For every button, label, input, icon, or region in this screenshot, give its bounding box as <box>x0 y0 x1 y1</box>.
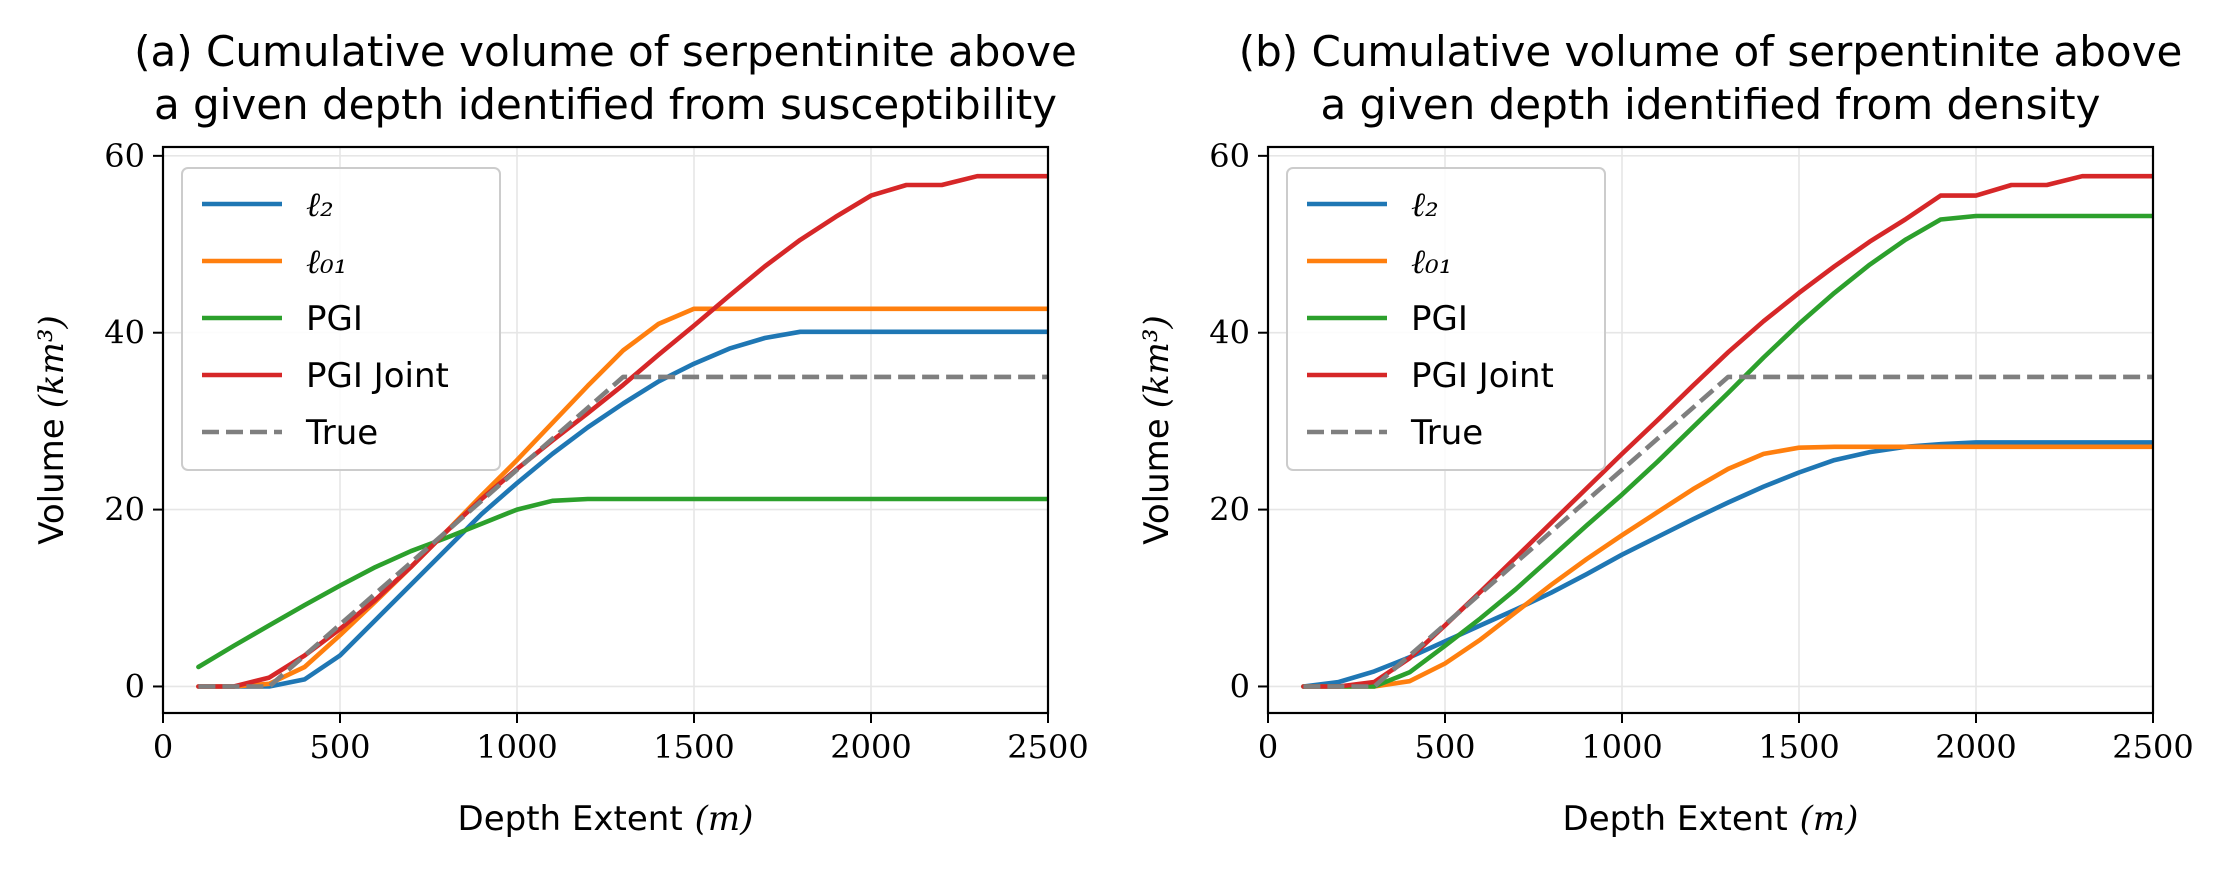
x-axis-label-unit: (m) <box>1800 799 1859 839</box>
x-axis-label-unit: (m) <box>695 799 754 839</box>
x-tick-label: 0 <box>153 728 173 766</box>
series-line-2 <box>196 496 1048 670</box>
legend-entry-2: PGI <box>1411 299 1468 339</box>
x-axis-label: Depth Extent (m) <box>1563 799 1859 839</box>
x-tick-label: 500 <box>1414 728 1475 766</box>
y-tick-label: 40 <box>1209 314 1250 352</box>
legend-entry-3: PGI Joint <box>306 356 449 396</box>
series-line-0 <box>1301 440 2153 689</box>
series-line-3 <box>196 173 1048 689</box>
legend: ℓ₂ ℓ₀₁ PGI PGI Joint True <box>181 167 501 471</box>
series-line-4 <box>1303 374 2153 689</box>
y-tick-label: 20 <box>1209 491 1250 529</box>
legend-box <box>181 167 501 471</box>
chart-title-line: a given depth identified from susceptibi… <box>154 80 1057 129</box>
chart-panel-b: (b) Cumulative volume of serpentinite ab… <box>1137 27 2194 839</box>
y-axis-label-text: Volume <box>1137 418 1177 544</box>
x-tick-label: 500 <box>309 728 370 766</box>
chart-title-line: (a) Cumulative volume of serpentinite ab… <box>134 27 1077 76</box>
x-axis-label-text: Depth Extent <box>458 799 683 839</box>
y-tick-label: 20 <box>104 491 145 529</box>
y-tick-label: 40 <box>104 314 145 352</box>
legend: ℓ₂ ℓ₀₁ PGI PGI Joint True <box>1286 167 1606 471</box>
y-axis-label-text: Volume <box>32 418 72 544</box>
series-line-1 <box>196 306 1048 689</box>
chart-title-line: (b) Cumulative volume of serpentinite ab… <box>1239 27 2183 76</box>
x-tick-label: 2500 <box>2112 728 2193 766</box>
legend-entry-2: PGI <box>306 299 363 339</box>
x-tick-label: 2000 <box>1935 728 2016 766</box>
series-group <box>1301 173 2153 689</box>
x-tick-label: 2000 <box>830 728 911 766</box>
legend-entry-1: ℓ₀₁ <box>1411 242 1452 282</box>
plot-frame <box>1266 145 2155 715</box>
legend-entry-3: PGI Joint <box>1411 356 1554 396</box>
y-tick-label: 0 <box>125 667 145 705</box>
legend-entry-4: True <box>1410 413 1483 453</box>
y-axis-label-unit: (km³) <box>1137 315 1177 408</box>
legend-entry-0: ℓ₂ <box>1411 185 1439 225</box>
x-tick-label: 1500 <box>653 728 734 766</box>
legend-box <box>1286 167 1606 471</box>
x-tick-label: 2500 <box>1007 728 1088 766</box>
x-axis-label-text: Depth Extent <box>1563 799 1788 839</box>
series-line-3 <box>1301 173 2153 689</box>
legend-entry-0: ℓ₂ <box>306 185 334 225</box>
series-line-4 <box>198 374 1048 689</box>
legend-entry-1: ℓ₀₁ <box>306 242 347 282</box>
y-tick-label: 60 <box>104 137 145 175</box>
x-tick-label: 1000 <box>1581 728 1662 766</box>
y-axis-label-unit: (km³) <box>32 315 72 408</box>
chart-panel-a: (a) Cumulative volume of serpentinite ab… <box>32 27 1089 839</box>
x-axis-label: Depth Extent (m) <box>458 799 754 839</box>
plot-frame <box>161 145 1050 715</box>
series-line-2 <box>1301 213 2153 689</box>
x-tick-label: 1500 <box>1758 728 1839 766</box>
series-group <box>196 173 1048 689</box>
y-tick-label: 0 <box>1230 667 1250 705</box>
chart-title-line: a given depth identified from density <box>1321 80 2101 129</box>
series-line-0 <box>196 329 1048 689</box>
y-tick-label: 60 <box>1209 137 1250 175</box>
series-line-1 <box>1301 444 2153 689</box>
x-tick-label: 1000 <box>476 728 557 766</box>
y-axis-label: Volume (km³) <box>32 315 72 544</box>
legend-entry-4: True <box>305 413 378 453</box>
y-axis-label: Volume (km³) <box>1137 315 1177 544</box>
x-tick-label: 0 <box>1258 728 1278 766</box>
